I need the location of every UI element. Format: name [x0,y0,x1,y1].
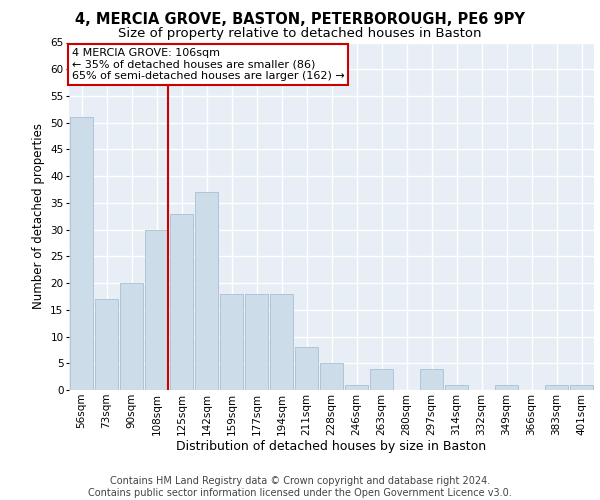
Bar [570,384,593,390]
Y-axis label: Number of detached properties: Number of detached properties [32,123,44,309]
Bar [420,368,443,390]
Bar [70,118,93,390]
Bar [270,294,293,390]
Bar [245,294,268,390]
Bar [295,347,318,390]
Bar [445,384,468,390]
Bar [145,230,168,390]
Text: 4, MERCIA GROVE, BASTON, PETERBOROUGH, PE6 9PY: 4, MERCIA GROVE, BASTON, PETERBOROUGH, P… [75,12,525,28]
X-axis label: Distribution of detached houses by size in Baston: Distribution of detached houses by size … [176,440,487,454]
Bar [220,294,243,390]
Bar [495,384,518,390]
Bar [370,368,393,390]
Bar [95,299,118,390]
Bar [320,364,343,390]
Text: 4 MERCIA GROVE: 106sqm
← 35% of detached houses are smaller (86)
65% of semi-det: 4 MERCIA GROVE: 106sqm ← 35% of detached… [71,48,344,81]
Text: Size of property relative to detached houses in Baston: Size of property relative to detached ho… [118,28,482,40]
Text: Contains HM Land Registry data © Crown copyright and database right 2024.
Contai: Contains HM Land Registry data © Crown c… [88,476,512,498]
Bar [120,283,143,390]
Bar [195,192,218,390]
Bar [545,384,568,390]
Bar [170,214,193,390]
Bar [345,384,368,390]
